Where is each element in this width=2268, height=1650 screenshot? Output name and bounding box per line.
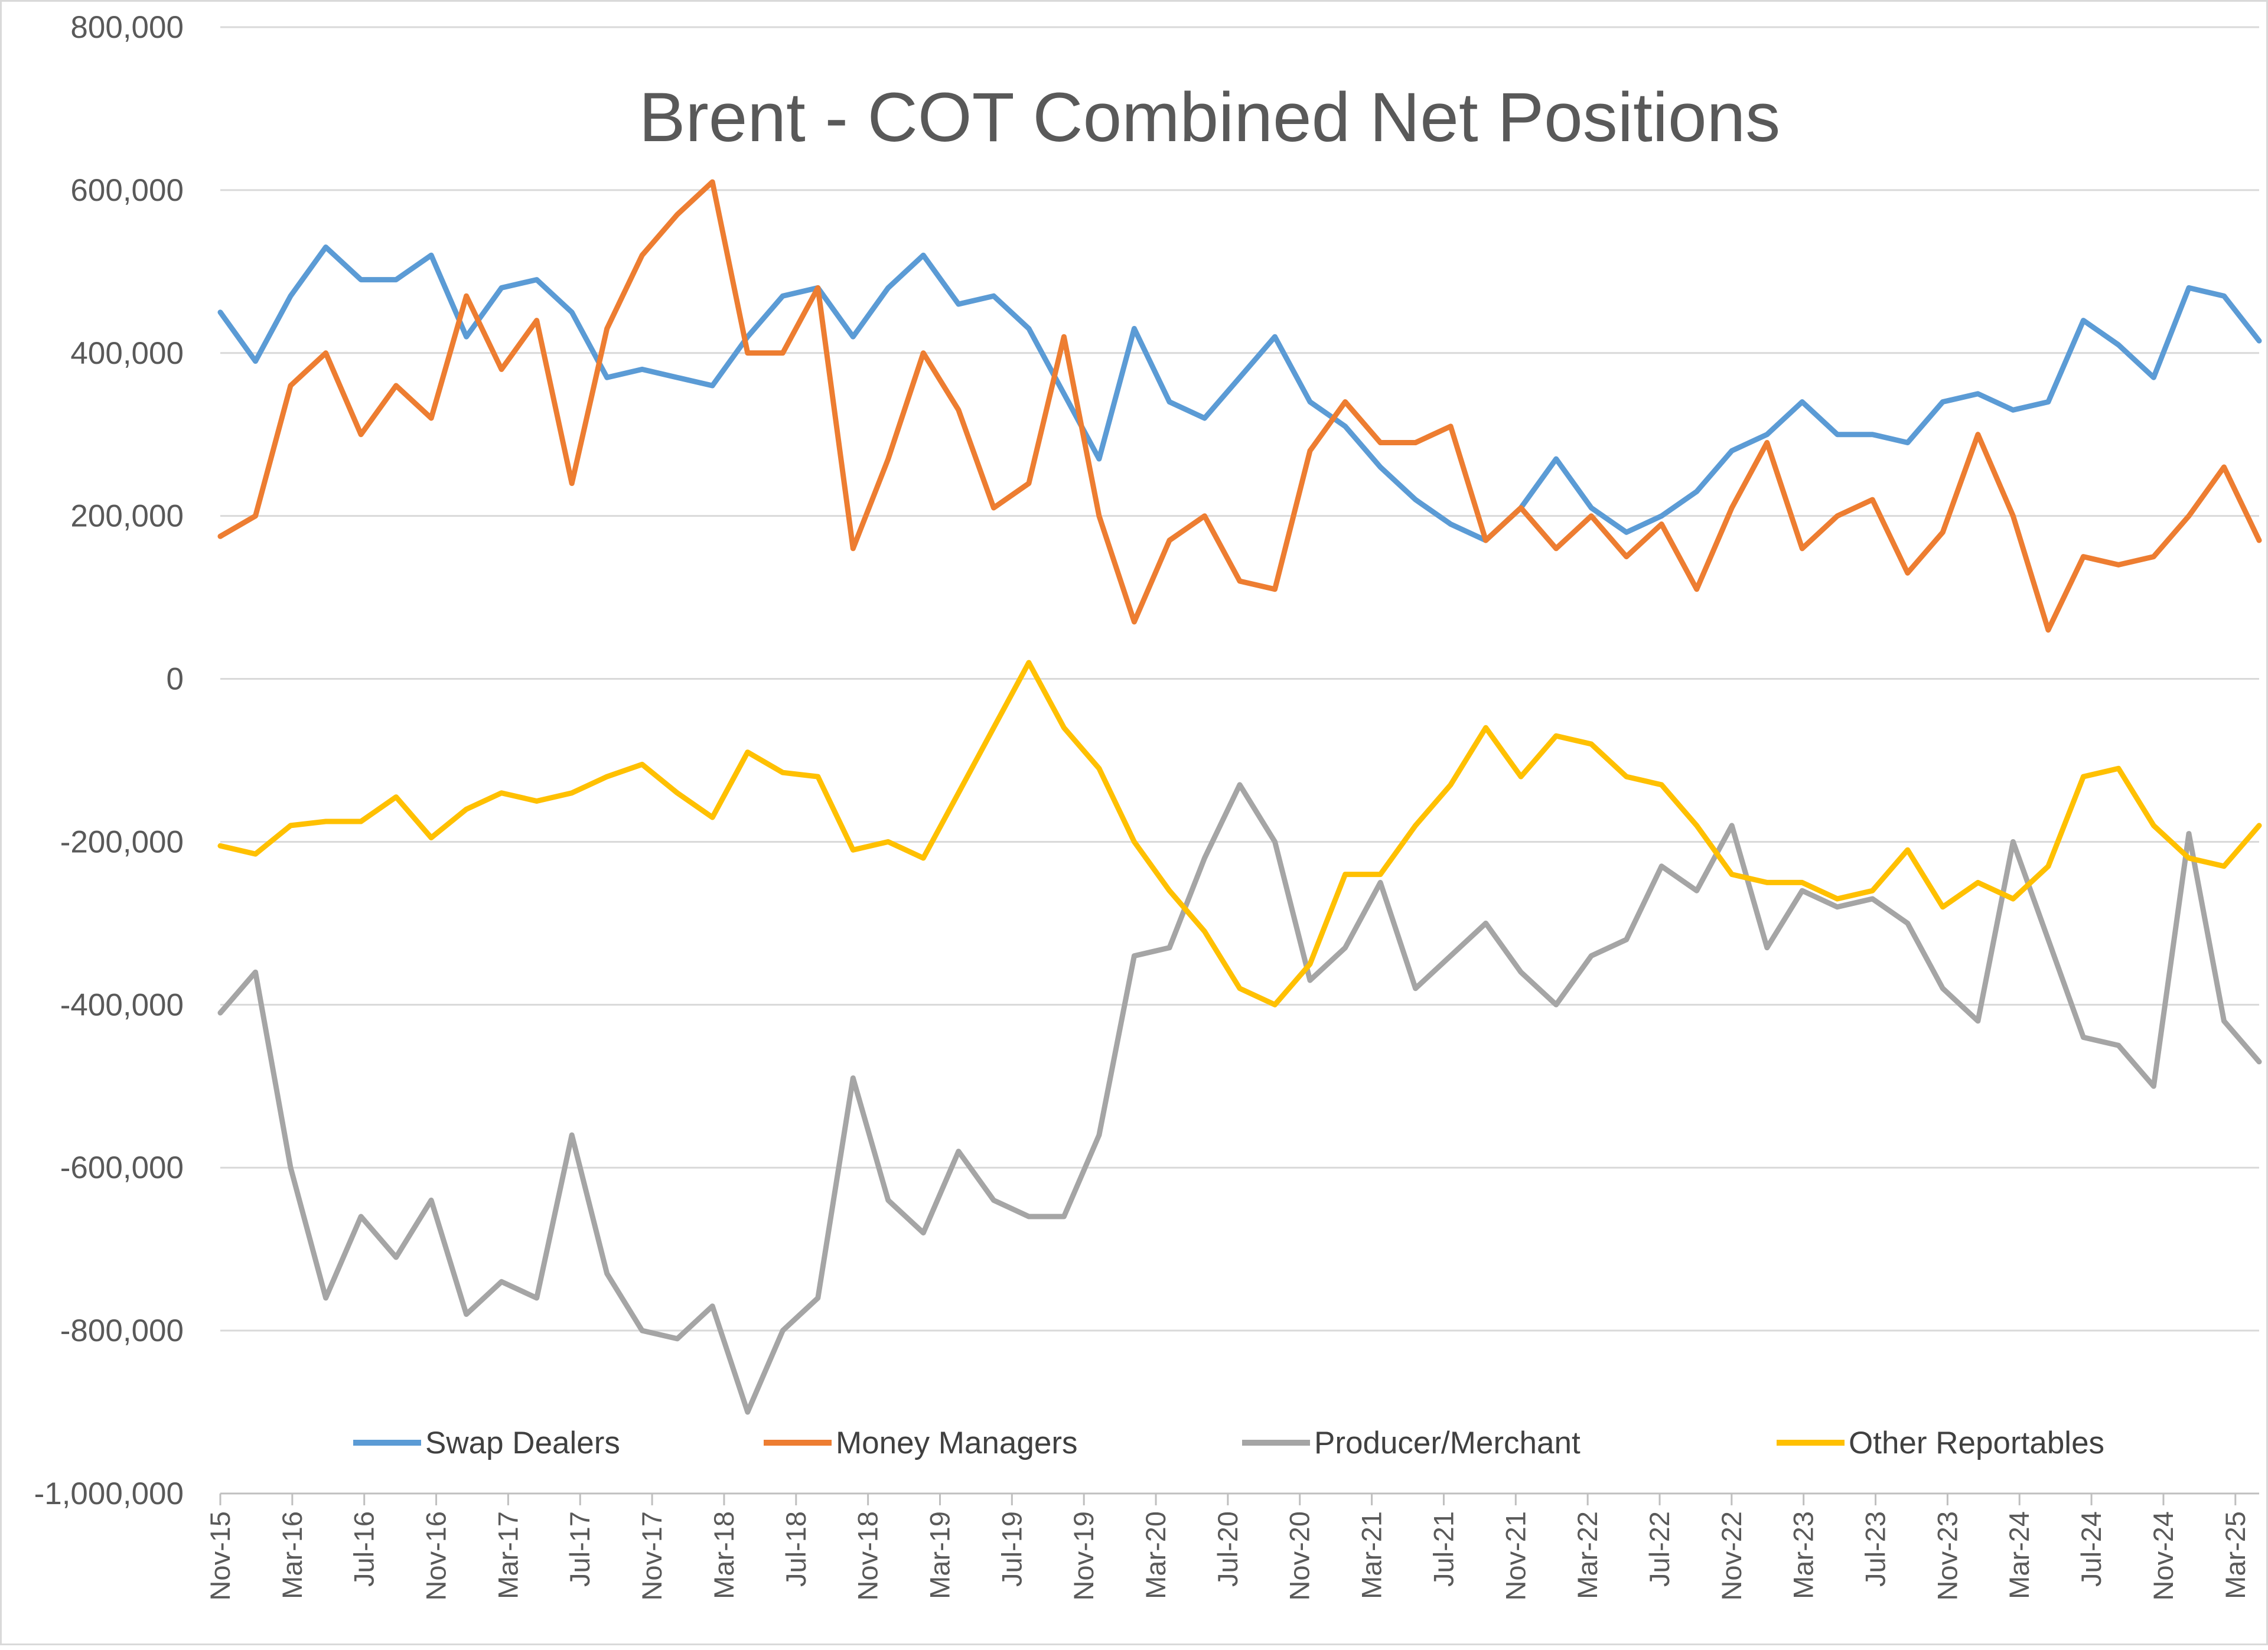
- x-tick-label: Nov-24: [2148, 1511, 2179, 1601]
- x-tick-label: Nov-18: [852, 1511, 884, 1601]
- series-line-other-reportables: [217, 660, 2262, 1007]
- x-tick-label: Nov-20: [1284, 1511, 1315, 1601]
- x-tick-label: Mar-22: [1572, 1511, 1603, 1599]
- x-tick-label: Jul-23: [1860, 1511, 1891, 1587]
- y-tick-label: 800,000: [70, 10, 184, 45]
- y-tick-label: 0: [167, 662, 184, 697]
- x-tick-label: Jul-21: [1428, 1511, 1459, 1587]
- legend: Swap Dealers Money Managers Producer/Merch…: [353, 1426, 2104, 1460]
- y-tick-label: -200,000: [60, 824, 184, 859]
- legend-label-swap-dealers: Swap Dealers: [425, 1426, 620, 1460]
- series-lines: [217, 179, 2262, 1415]
- x-tick-label: Jul-18: [780, 1511, 812, 1587]
- x-tick-label: Jul-24: [2075, 1511, 2107, 1587]
- x-tick-label: Nov-17: [636, 1511, 667, 1601]
- x-tick-label: Nov-19: [1068, 1511, 1099, 1601]
- x-tick-label: Mar-17: [492, 1511, 523, 1599]
- y-tick-label: 400,000: [70, 336, 184, 371]
- series-line-money-managers: [217, 179, 2262, 633]
- x-tick-label: Mar-19: [924, 1511, 955, 1599]
- y-tick-label: -1,000,000: [34, 1476, 184, 1511]
- x-tick-label: Nov-22: [1716, 1511, 1747, 1601]
- legend-label-other-reportables: Other Reportables: [1849, 1426, 2104, 1460]
- x-tick-label: Jul-20: [1212, 1511, 1243, 1587]
- legend-label-producer-merchant: Producer/Merchant: [1314, 1426, 1581, 1460]
- x-tick-label: Nov-21: [1500, 1511, 1531, 1601]
- series-line-producer-merchant: [217, 782, 2262, 1415]
- chart-title: Brent - COT Combined Net Positions: [639, 79, 1780, 156]
- y-axis: 800,000 600,000 400,000 200,000 0 -200,000 -40…: [34, 10, 184, 1511]
- x-tick-label: Mar-21: [1356, 1511, 1387, 1599]
- x-tick-label: Mar-20: [1140, 1511, 1171, 1599]
- x-axis: Nov-15 Mar-16 Jul-16 Nov-16 Mar-17 Jul-17 Nov-…: [204, 1492, 2259, 1601]
- x-tick-label: Nov-23: [1931, 1511, 1963, 1601]
- x-tick-label: Mar-16: [276, 1511, 308, 1599]
- x-tick-label: Nov-16: [421, 1511, 452, 1601]
- series-line-swap-dealers: [217, 244, 2262, 543]
- x-tick-label: Nov-15: [204, 1511, 236, 1601]
- y-tick-label: -600,000: [60, 1150, 184, 1185]
- gridlines: [220, 26, 2259, 1495]
- x-tick-label: Jul-19: [996, 1511, 1027, 1587]
- x-tick-label: Mar-24: [2003, 1511, 2035, 1599]
- x-tick-label: Mar-18: [708, 1511, 739, 1599]
- y-tick-label: -400,000: [60, 987, 184, 1022]
- x-tick-label: Jul-16: [348, 1511, 380, 1587]
- x-tick-label: Jul-22: [1644, 1511, 1675, 1587]
- x-tick-label: Mar-23: [1788, 1511, 1819, 1599]
- y-tick-label: 200,000: [70, 499, 184, 534]
- legend-label-money-managers: Money Managers: [836, 1426, 1077, 1460]
- y-tick-label: -800,000: [60, 1313, 184, 1348]
- x-tick-label: Mar-25: [2220, 1511, 2251, 1599]
- x-tick-label: Jul-17: [564, 1511, 595, 1587]
- y-tick-label: 600,000: [70, 173, 184, 208]
